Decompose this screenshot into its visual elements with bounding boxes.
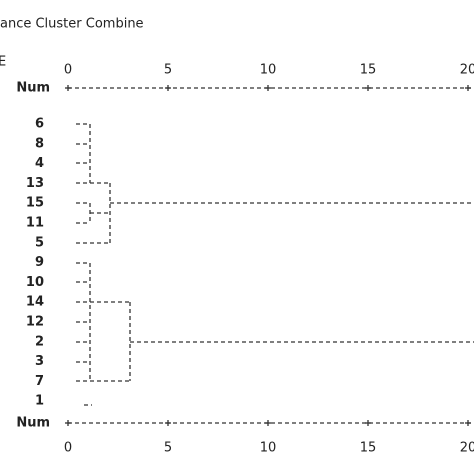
case-label: 10: [26, 275, 44, 290]
case-label: 15: [26, 196, 44, 211]
scale-name: Num: [16, 416, 50, 431]
scale-label: 20: [460, 441, 474, 456]
dendrogram: [76, 123, 474, 406]
case-label: 12: [26, 315, 44, 330]
case-label: 14: [26, 295, 44, 310]
scale-label: 5: [164, 63, 172, 78]
scale-label: 15: [360, 441, 377, 456]
upper-cluster: [76, 123, 474, 244]
case-label: 13: [26, 176, 44, 191]
case-label: 9: [35, 255, 44, 270]
scale-label: 10: [260, 63, 277, 78]
case-label: 2: [35, 334, 44, 349]
case-label: 4: [35, 156, 44, 171]
scale-label: 10: [260, 441, 277, 456]
case-label: 11: [26, 216, 44, 231]
scale-label: 15: [360, 63, 377, 78]
case-label: 8: [35, 136, 44, 151]
scale-name: Num: [16, 81, 50, 96]
case-label: 3: [35, 354, 44, 369]
case-label: 6: [35, 117, 44, 132]
case-label: 7: [35, 374, 44, 389]
scale-label: 0: [64, 63, 72, 78]
scale-label: 0: [64, 441, 72, 456]
lower-cluster: [76, 262, 474, 382]
title-fragment: E: [0, 55, 6, 70]
case-label: 5: [35, 235, 44, 250]
scale-label: 5: [164, 441, 172, 456]
scale-label: 20: [460, 63, 474, 78]
title: ance Cluster Combine: [0, 17, 144, 32]
case-label: 1: [35, 394, 44, 409]
